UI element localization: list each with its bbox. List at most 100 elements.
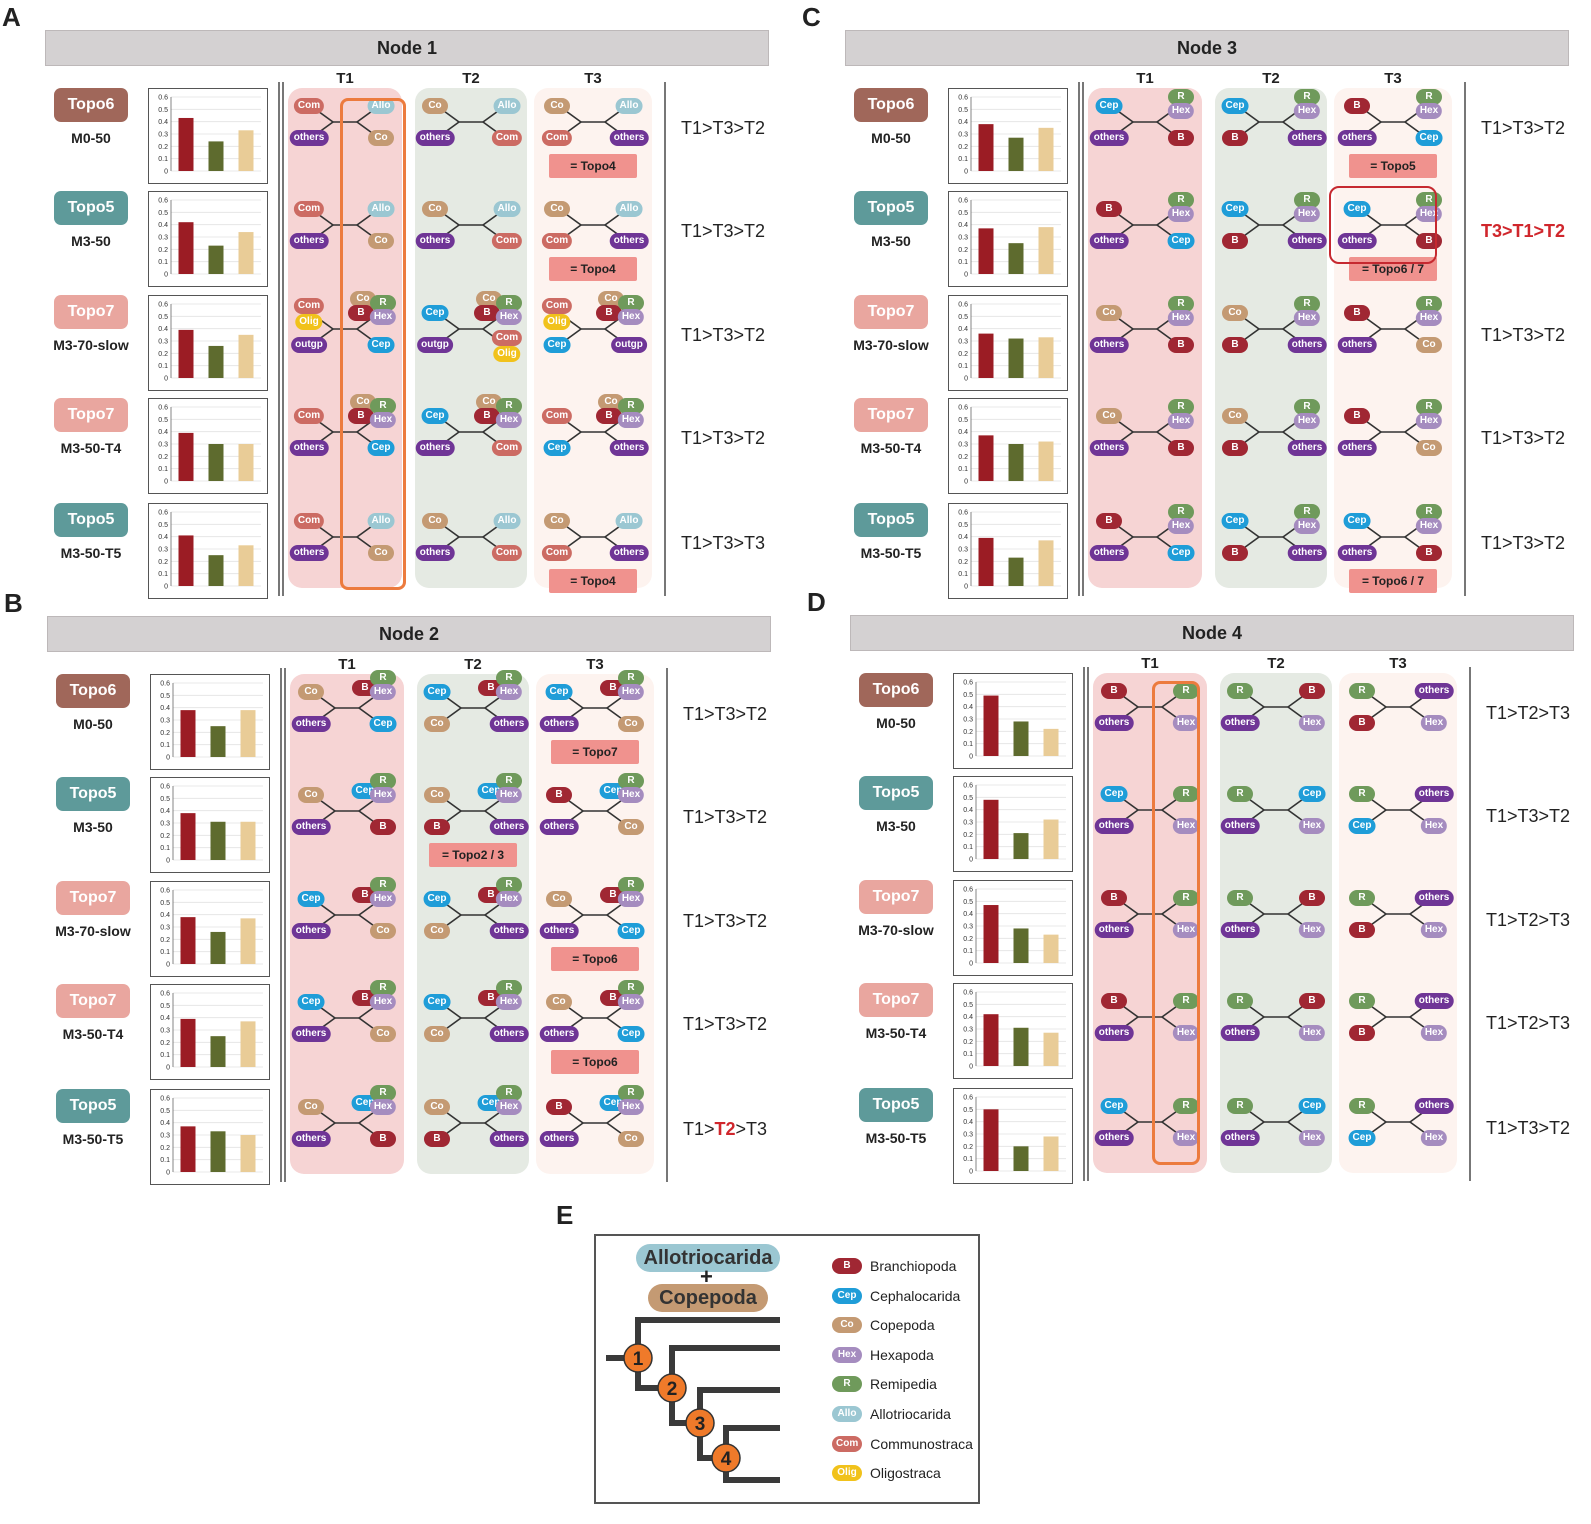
unrooted-tree: Co Com Allo others xyxy=(533,193,653,257)
column-header: T1 xyxy=(1141,655,1159,672)
y-tick-label: 0.6 xyxy=(160,1096,170,1103)
unrooted-tree: Com others Allo Co xyxy=(285,193,405,257)
taxon-others: others xyxy=(1337,337,1377,353)
bar-chart-plot: 0 0.1 0.2 0.3 0.4 0.5 0.6 xyxy=(160,991,263,1072)
taxon-co: Co xyxy=(368,233,394,249)
node-title-banner: Node 2 xyxy=(47,616,771,652)
y-tick-label: 0.1 xyxy=(160,1157,170,1164)
y-tick-label: 0 xyxy=(969,961,973,968)
taxon-b: B xyxy=(1222,440,1248,456)
bar-t3 xyxy=(240,1021,256,1067)
unrooted-tree: Co others R Hex B xyxy=(1085,296,1205,361)
y-tick-label: 0.1 xyxy=(963,1156,973,1163)
taxon-r: R xyxy=(1294,89,1320,105)
taxon-r: R xyxy=(618,670,644,686)
bar-chart: 0 0.1 0.2 0.3 0.4 0.5 0.6 xyxy=(148,503,268,599)
bar-chart: 0 0.1 0.2 0.3 0.4 0.5 0.6 xyxy=(150,881,270,977)
equivalent-topology-label: = Topo5 xyxy=(1349,154,1437,178)
taxon-hex: Hex xyxy=(495,891,523,907)
y-tick-label: 0.5 xyxy=(963,1107,973,1114)
taxon-co: Co xyxy=(546,994,572,1010)
taxon-com: Com xyxy=(491,440,523,456)
bar-t2 xyxy=(1008,137,1024,171)
taxon-com: Com xyxy=(541,545,573,561)
taxon-olig: Olig xyxy=(543,314,571,330)
bar-t3 xyxy=(240,918,256,964)
y-tick-label: 0.4 xyxy=(158,326,168,333)
taxon-others: others xyxy=(1337,440,1377,456)
taxon-allo: Allo xyxy=(367,513,395,529)
taxon-r: R xyxy=(618,1085,644,1101)
highlight-box xyxy=(1329,186,1437,264)
y-tick-label: 0.5 xyxy=(963,795,973,802)
bar-t2 xyxy=(1013,721,1029,756)
bar-t2 xyxy=(1013,928,1029,963)
order-text: T1>T2>T3 xyxy=(1485,910,1571,930)
bar-chart: 0 0.1 0.2 0.3 0.4 0.5 0.6 xyxy=(953,983,1073,1079)
legend-item: B Branchiopoda xyxy=(832,1258,956,1274)
bar-t3 xyxy=(1038,227,1054,274)
unrooted-tree: Co others B R Hex Cep xyxy=(287,670,407,740)
taxon-others: others xyxy=(1089,130,1129,146)
bar-chart: 0 0.1 0.2 0.3 0.4 0.5 0.6 xyxy=(953,1088,1073,1184)
topology-badge: Topo7 xyxy=(859,983,933,1017)
y-tick-label: 0.4 xyxy=(958,534,968,541)
taxon-com: Com xyxy=(541,233,573,249)
taxon-com: Com xyxy=(293,201,325,217)
y-tick-label: 0 xyxy=(964,272,968,279)
model-name: M3-50 xyxy=(73,819,113,835)
y-tick-label: 0.2 xyxy=(958,144,968,151)
column-header: T1 xyxy=(338,656,356,673)
node-number: 3 xyxy=(695,1414,706,1435)
node-number: 1 xyxy=(633,1349,644,1370)
bar-t2 xyxy=(1013,1146,1029,1171)
taxon-hex: Hex xyxy=(1167,206,1195,222)
taxon-hex: Hex xyxy=(1172,715,1200,731)
model-row-label: Topo7 M3-50-T4 xyxy=(48,984,138,1042)
y-tick-label: 0.3 xyxy=(158,235,168,242)
taxon-hex: Hex xyxy=(1167,310,1195,326)
taxon-r: R xyxy=(1227,683,1253,699)
taxon-others: others xyxy=(1337,233,1377,249)
bar-t2 xyxy=(1013,1027,1029,1066)
taxon-others: others xyxy=(291,1131,331,1147)
y-tick-label: 0.4 xyxy=(160,1015,170,1022)
bar-t1 xyxy=(178,222,194,274)
y-tick-label: 0.2 xyxy=(963,936,973,943)
taxon-hex: Hex xyxy=(369,994,397,1010)
bar-t1 xyxy=(983,799,999,859)
topology-badge: Topo6 xyxy=(859,673,933,707)
bar-chart-plot: 0 0.1 0.2 0.3 0.4 0.5 0.6 xyxy=(963,1095,1066,1176)
bar-t1 xyxy=(978,537,994,586)
y-tick-label: 0.6 xyxy=(963,1095,973,1102)
node-title-banner: Node 3 xyxy=(845,30,1569,66)
order-text: T1>T3>T2 xyxy=(682,807,768,827)
y-tick-label: 0 xyxy=(969,1169,973,1176)
taxon-b: B xyxy=(1101,993,1127,1009)
taxon-cep: Cep xyxy=(1343,513,1371,529)
taxon-hex: Hex xyxy=(617,787,645,803)
bar-chart-plot: 0 0.1 0.2 0.3 0.4 0.5 0.6 xyxy=(958,302,1061,383)
column-header: T3 xyxy=(586,656,604,673)
taxon-olig: Olig xyxy=(295,314,323,330)
order-text: T1>T3>T2 xyxy=(680,325,766,345)
bar-chart: 0 0.1 0.2 0.3 0.4 0.5 0.6 xyxy=(148,295,268,391)
bar-chart-plot: 0 0.1 0.2 0.3 0.4 0.5 0.6 xyxy=(963,990,1066,1071)
model-row-label: Topo7 M3-70-slow xyxy=(46,295,136,353)
bar-chart: 0 0.1 0.2 0.3 0.4 0.5 0.6 xyxy=(148,88,268,184)
taxon-b: B xyxy=(1168,337,1194,353)
unrooted-tree: Cep B R Hex others xyxy=(1211,192,1331,257)
y-tick-label: 0.3 xyxy=(963,717,973,724)
y-tick-label: 0.3 xyxy=(160,1133,170,1140)
y-tick-label: 0 xyxy=(164,169,168,176)
taxon-hex: Hex xyxy=(1415,103,1443,119)
taxon-r: R xyxy=(1349,993,1375,1009)
taxon-others: others xyxy=(609,130,649,146)
y-tick-label: 0.1 xyxy=(160,742,170,749)
column-divider xyxy=(282,82,284,596)
y-tick-label: 0.1 xyxy=(160,949,170,956)
taxon-b: B xyxy=(474,305,500,321)
taxon-others: others xyxy=(1287,233,1327,249)
